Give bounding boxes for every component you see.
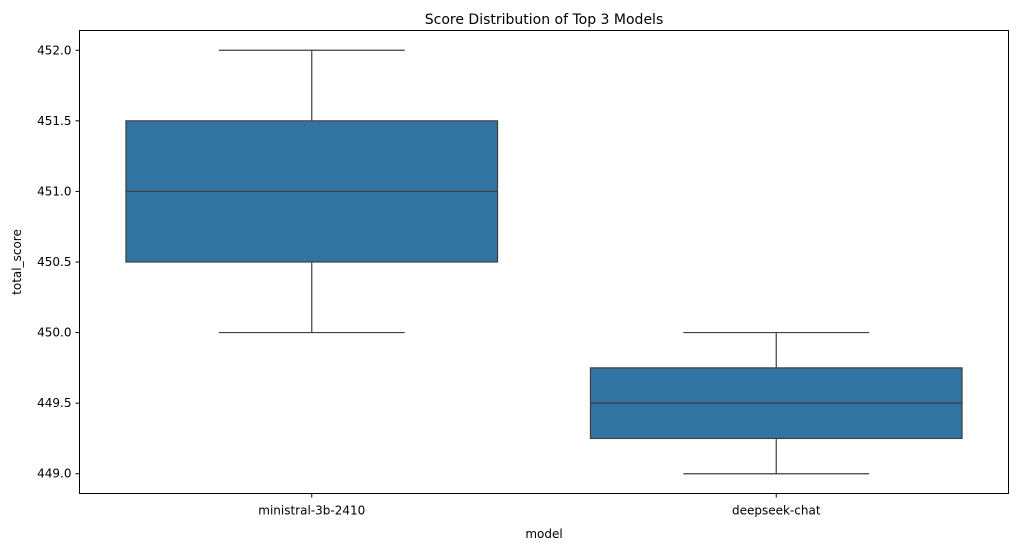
chart-title: Score Distribution of Top 3 Models [425,12,664,28]
y-tick-label: 450.5 [37,255,71,269]
y-axis-label: total_score [10,229,24,295]
y-tick-label: 449.0 [37,467,71,481]
axis-ticks: ministral-3b-2410 deepseek-chat 449.0 449.5… [37,43,821,517]
y-tick-label: 452.0 [37,43,71,57]
x-tick-label: deepseek-chat [732,504,821,518]
x-tick-label: ministral-3b-2410 [258,504,365,518]
box-marks [125,49,963,475]
y-tick-label: 449.5 [37,396,71,410]
y-tick-label: 450.0 [37,326,71,340]
y-tick-label: 451.5 [37,114,71,128]
x-axis-label: model [525,527,562,541]
plot-frame [79,30,1009,494]
y-tick-label: 451.0 [37,184,71,198]
